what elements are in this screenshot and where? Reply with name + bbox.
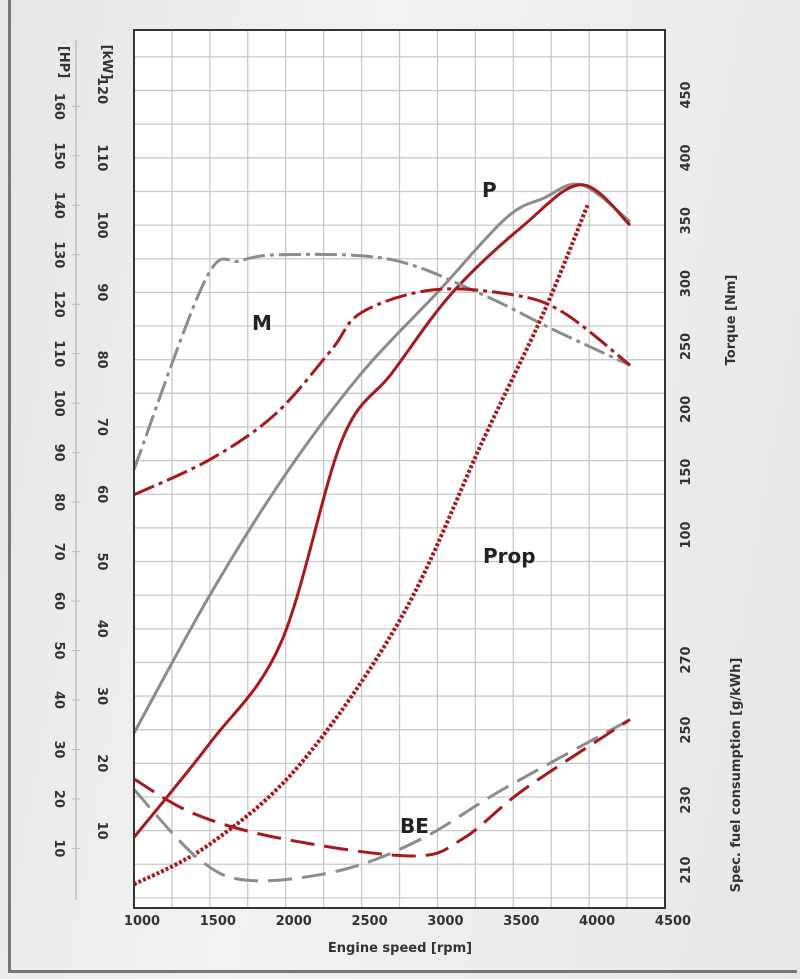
hp-tick-label: 60 bbox=[51, 592, 66, 610]
label-m: M bbox=[252, 311, 272, 335]
hp-tick-label: 110 bbox=[51, 340, 66, 367]
kw-tick-label: 120 bbox=[94, 77, 109, 104]
x-tick-label: 1000 bbox=[124, 914, 160, 929]
curves bbox=[132, 182, 632, 887]
x-axis-label: Engine speed [rpm] bbox=[328, 941, 472, 956]
label-p: P bbox=[482, 178, 497, 202]
torque-tick-label: 100 bbox=[679, 521, 694, 548]
kw-tick-label: 70 bbox=[94, 418, 109, 436]
fuel-tick-label: 270 bbox=[679, 646, 694, 673]
kw-tick-label: 10 bbox=[94, 822, 109, 840]
hp-tick-label: 20 bbox=[51, 790, 66, 808]
series-fuel-red-dashed bbox=[133, 718, 631, 858]
hp-tick-label: 160 bbox=[51, 93, 66, 120]
kw-tick-label: 50 bbox=[94, 552, 109, 570]
series-torque-gray-dashdot bbox=[132, 252, 631, 471]
kw-tick-label: 40 bbox=[94, 620, 109, 638]
chart-frame bbox=[8, 0, 797, 973]
label-be: BE bbox=[400, 814, 429, 838]
hp-tick-label: 10 bbox=[51, 839, 66, 857]
x-tick-label: 2000 bbox=[276, 914, 312, 929]
series-kw-red-dotted bbox=[133, 204, 590, 887]
hp-tick-label: 40 bbox=[51, 691, 66, 709]
hp-tick-label: 150 bbox=[51, 142, 66, 169]
torque-tick-label: 450 bbox=[679, 81, 694, 108]
x-tick-label: 3000 bbox=[427, 914, 463, 929]
kw-axis-label: [kW] bbox=[99, 45, 114, 80]
torque-tick-label: 250 bbox=[679, 333, 694, 360]
fuel-tick-label: 250 bbox=[679, 716, 694, 743]
hp-tick-label: 100 bbox=[51, 390, 66, 417]
torque-tick-label: 150 bbox=[679, 459, 694, 486]
torque-tick-label: 200 bbox=[679, 396, 694, 423]
plot-border bbox=[133, 29, 666, 909]
x-tick-label: 4500 bbox=[655, 914, 691, 929]
kw-tick-label: 20 bbox=[94, 754, 109, 772]
x-tick-label: 4000 bbox=[579, 914, 615, 929]
torque-axis-label: Torque [Nm] bbox=[724, 275, 739, 366]
hp-tick-label: 70 bbox=[51, 543, 66, 561]
torque-tick-label: 300 bbox=[679, 270, 694, 297]
kw-tick-label: 110 bbox=[94, 144, 109, 171]
fuel-tick-label: 210 bbox=[679, 856, 694, 883]
hp-tick-label: 90 bbox=[51, 444, 66, 462]
series-kw-gray-solid bbox=[132, 182, 632, 734]
kw-tick-label: 60 bbox=[94, 485, 109, 503]
hp-tick-label: 80 bbox=[51, 493, 66, 511]
torque-tick-label: 350 bbox=[679, 207, 694, 234]
x-tick-label: 3500 bbox=[503, 914, 539, 929]
label-prop: Prop bbox=[483, 544, 536, 568]
fuel-tick-label: 230 bbox=[679, 786, 694, 813]
hp-tick-label: 50 bbox=[51, 642, 66, 660]
series-kw-red-solid bbox=[132, 183, 632, 839]
hp-tick-label: 30 bbox=[51, 740, 66, 758]
x-tick-label: 1500 bbox=[200, 914, 236, 929]
series-fuel-gray-dashed bbox=[132, 718, 631, 883]
x-tick-label: 2500 bbox=[351, 914, 387, 929]
series-torque-red-dashdot bbox=[133, 287, 632, 497]
kw-tick-label: 90 bbox=[94, 283, 109, 301]
kw-tick-label: 100 bbox=[94, 212, 109, 239]
fuel-axis-label: Spec. fuel consumption [g/kWh] bbox=[729, 658, 744, 893]
hp-tick-label: 140 bbox=[51, 192, 66, 219]
torque-tick-label: 400 bbox=[679, 144, 694, 171]
kw-tick-label: 80 bbox=[94, 351, 109, 369]
kw-tick-label: 30 bbox=[94, 687, 109, 705]
hp-axis-label: [HP] bbox=[56, 46, 71, 78]
ticks: 1000 1500 2000 2500 3000 3500 4000 4500 10 20 30 40… bbox=[51, 77, 694, 929]
hp-tick-label: 130 bbox=[51, 241, 66, 268]
hp-tick-label: 120 bbox=[51, 291, 66, 318]
